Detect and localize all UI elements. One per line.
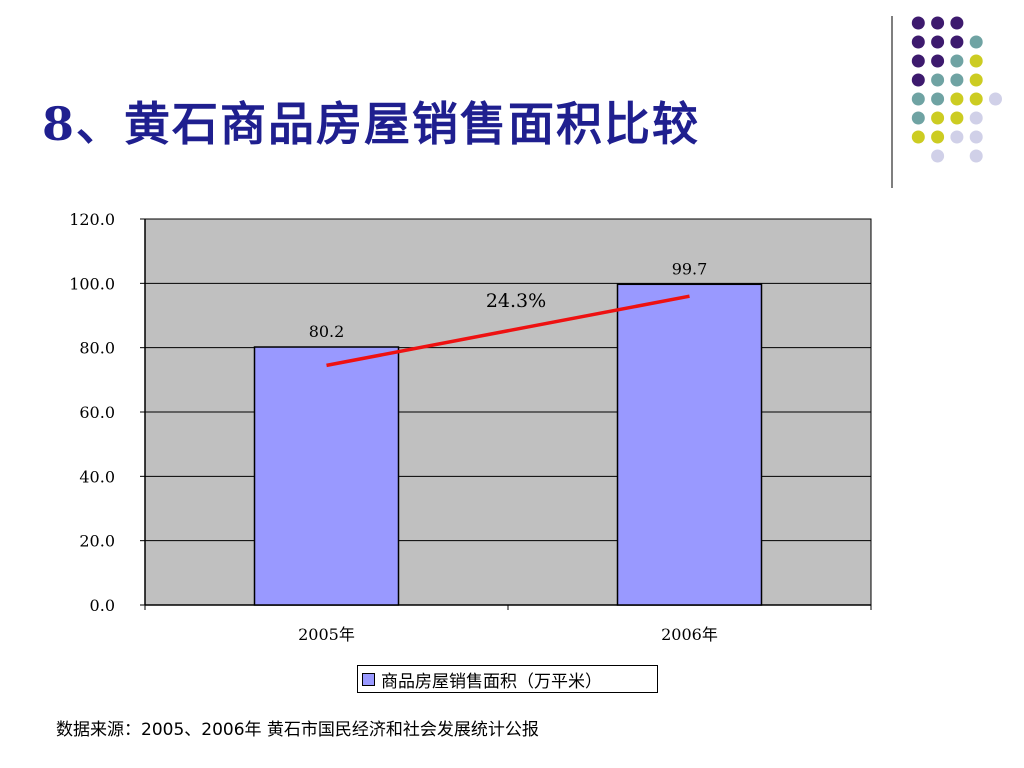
y-tick-label: 20.0 [79, 532, 115, 551]
decorative-dot [950, 73, 964, 87]
source-note: 数据来源：2005、2006年 黄石市国民经济和社会发展统计公报 [56, 720, 539, 740]
decorative-dot [969, 149, 983, 163]
decorative-dot [911, 16, 925, 30]
bar-chart: 0.0 20.0 40.0 60.0 80.0 100.0 120.0 80.2 2005年 99… [69, 210, 872, 644]
decorative-dot [931, 130, 945, 144]
decorative-dot [950, 54, 964, 68]
decorative-dot [950, 111, 964, 125]
decorative-dot [911, 35, 925, 49]
decorative-dot [969, 54, 983, 68]
data-label: 99.7 [672, 259, 708, 278]
growth-annotation: 24.3% [486, 290, 546, 312]
x-tick-label: 2006年 [661, 625, 718, 644]
decorative-dot [969, 130, 983, 144]
decorative-dot [931, 111, 945, 125]
decorative-dot [931, 16, 945, 30]
decorative-dot [950, 16, 964, 30]
decorative-dot [969, 73, 983, 87]
decorative-dot [989, 92, 1002, 106]
bar [253, 346, 400, 606]
decorative-dot [911, 54, 925, 68]
decorative-dot [950, 35, 964, 49]
y-tick-label: 0.0 [90, 596, 115, 615]
y-tick-label: 100.0 [69, 274, 115, 293]
decorative-dot [911, 92, 925, 106]
decorative-dot [911, 73, 925, 87]
decorative-dot [911, 130, 925, 144]
legend-label: 商品房屋销售面积（万平米） [381, 671, 602, 692]
decorative-dot [911, 111, 925, 125]
decorative-dot [950, 130, 964, 144]
decorative-dot [931, 92, 945, 106]
legend-swatch [362, 672, 375, 686]
decorative-dot [969, 111, 983, 125]
trend-line [326, 294, 690, 368]
x-tick-label: 2005年 [298, 625, 355, 644]
y-tick-label: 60.0 [79, 403, 115, 422]
decorative-dot [969, 92, 983, 106]
y-tick-label: 120.0 [69, 210, 115, 229]
chart-legend: 商品房屋销售面积（万平米） [357, 665, 658, 693]
title-divider-line [891, 16, 893, 188]
y-tick-label: 40.0 [79, 467, 115, 486]
slide-title: 8、黄石商品房屋销售面积比较 [42, 97, 701, 151]
decorative-dot [969, 35, 983, 49]
y-tick-label: 80.0 [79, 339, 115, 358]
decorative-dot [931, 35, 945, 49]
bar [616, 283, 763, 606]
decorative-dot [931, 149, 945, 163]
decorative-dot [931, 73, 945, 87]
data-label: 80.2 [309, 322, 345, 341]
decorative-dot [931, 54, 945, 68]
decorative-dot [950, 92, 964, 106]
